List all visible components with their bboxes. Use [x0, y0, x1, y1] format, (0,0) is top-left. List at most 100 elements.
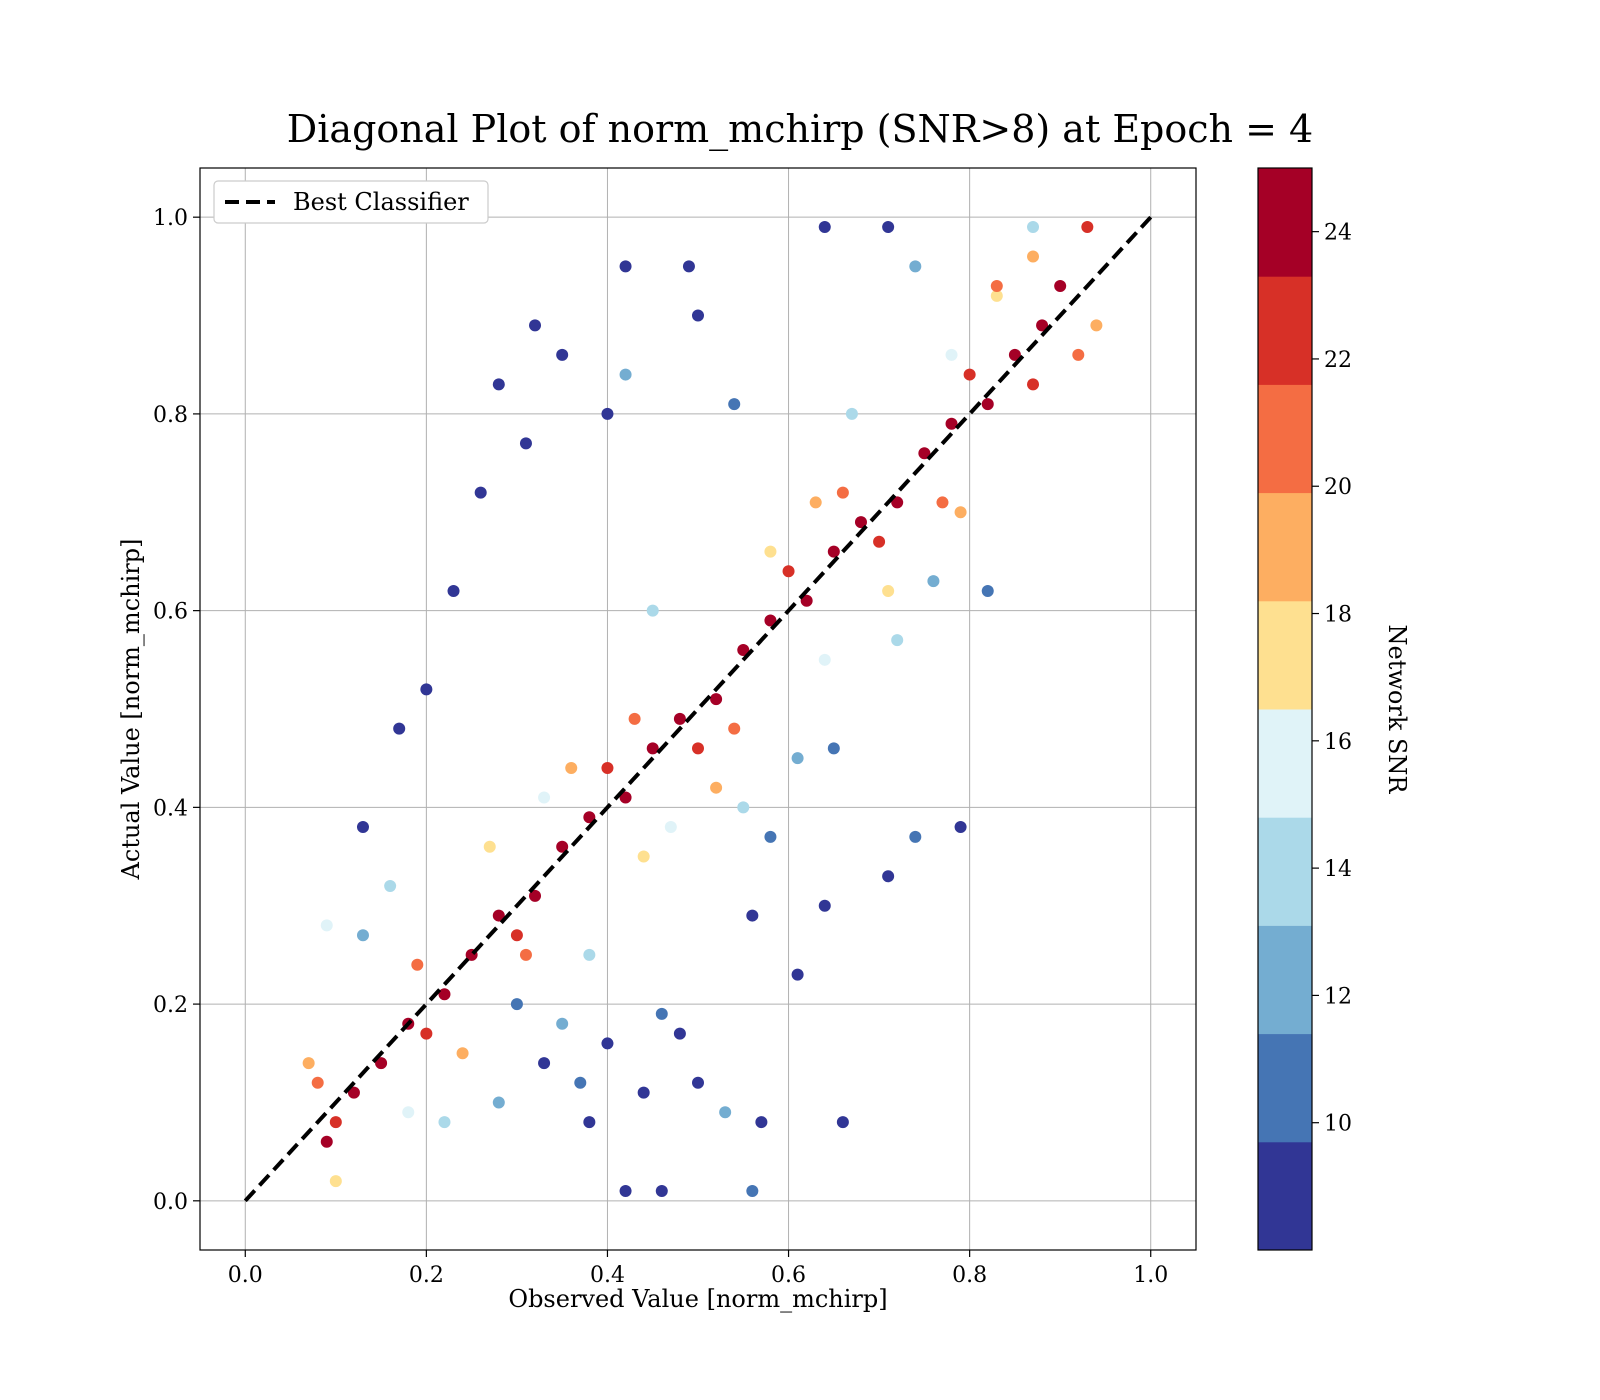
data-point [438, 988, 451, 1001]
data-point [891, 496, 904, 509]
data-point [981, 584, 994, 597]
data-point [619, 1184, 632, 1197]
colorbar-tick-label: 20 [1324, 475, 1352, 500]
colorbar-bin [1258, 492, 1312, 602]
y-tick-label: 0.0 [153, 1190, 188, 1215]
data-point [574, 1076, 587, 1089]
data-point [483, 840, 496, 853]
data-point [637, 1086, 650, 1099]
best-classifier-line [243, 215, 1153, 1203]
data-point [936, 496, 949, 509]
data-point [728, 722, 741, 735]
data-point [1090, 319, 1103, 332]
data-point [637, 850, 650, 863]
data-point [836, 486, 849, 499]
data-point [447, 584, 460, 597]
data-point [746, 1184, 759, 1197]
data-point [673, 1027, 686, 1040]
colorbar-bin [1258, 817, 1312, 926]
data-point [456, 1047, 469, 1060]
data-point [302, 1057, 315, 1070]
data-point [474, 486, 487, 499]
x-tick-label: 0.4 [590, 1263, 625, 1288]
data-point [420, 683, 433, 696]
data-point [692, 1076, 704, 1089]
data-point [619, 368, 632, 381]
grid-lines [200, 168, 1196, 1250]
data-point [682, 260, 695, 273]
data-point [1081, 221, 1094, 234]
legend-label: Best Classifier [293, 188, 469, 216]
data-point [375, 1057, 388, 1070]
data-point [990, 280, 1003, 293]
data-point [420, 1027, 433, 1040]
data-point [954, 821, 967, 834]
data-point [556, 840, 569, 853]
colorbar-tick-label: 18 [1324, 603, 1352, 628]
data-point [710, 781, 723, 794]
colorbar-frame [1257, 167, 1313, 1251]
data-point [927, 575, 940, 588]
x-axis-label: Observed Value [norm_mchirp] [508, 1285, 887, 1313]
data-point [619, 791, 632, 804]
colorbar-tick-label: 16 [1324, 730, 1352, 755]
y-tick-label: 0.2 [153, 993, 188, 1018]
data-point [990, 289, 1003, 302]
data-point [556, 348, 569, 361]
data-point [1054, 280, 1067, 293]
data-point [311, 1076, 324, 1089]
x-axis-ticks: 0.0 0.2 0.4 0.6 0.8 1.0 [228, 1250, 1168, 1288]
data-point [329, 1175, 342, 1188]
data-point [737, 643, 750, 656]
data-point [356, 821, 369, 834]
data-point [764, 614, 777, 627]
data-point [1072, 348, 1085, 361]
legend: Best Classifier [213, 180, 489, 224]
data-point [954, 506, 967, 519]
data-point [1027, 250, 1040, 263]
data-point [619, 260, 632, 273]
data-point [746, 909, 759, 922]
data-point [818, 899, 831, 912]
colorbar-bin [1258, 709, 1312, 818]
data-point [710, 693, 723, 706]
data-point [492, 378, 505, 391]
data-point [1027, 221, 1040, 234]
data-point [728, 398, 741, 411]
data-point [882, 221, 895, 234]
data-point [800, 594, 813, 607]
data-point [882, 870, 895, 883]
data-point [882, 584, 895, 597]
data-point [918, 447, 931, 460]
colorbar-label: Network SNR [1383, 625, 1411, 795]
data-point [402, 1106, 415, 1119]
y-tick-label: 0.6 [153, 600, 188, 625]
data-point [963, 368, 976, 381]
data-point [411, 958, 424, 971]
data-point [827, 545, 840, 558]
data-point [692, 309, 704, 322]
data-point [529, 889, 542, 902]
data-point [510, 998, 523, 1011]
x-tick-label: 1.0 [1133, 1263, 1168, 1288]
data-point [583, 811, 596, 824]
data-point [1008, 348, 1021, 361]
data-point [836, 1116, 849, 1129]
data-point [538, 1057, 551, 1070]
data-point [791, 968, 804, 981]
data-point [664, 821, 677, 834]
data-point [873, 535, 886, 548]
data-point [356, 929, 369, 942]
data-point [519, 437, 532, 450]
colorbar-bin [1258, 600, 1312, 710]
data-point [556, 1017, 569, 1030]
data-point [854, 516, 867, 529]
data-point [981, 398, 994, 411]
data-point [1036, 319, 1049, 332]
data-point [818, 221, 831, 234]
data-point [1027, 378, 1040, 391]
colorbar: 10 12 14 16 18 20 22 24 Network SNR [1257, 167, 1411, 1251]
x-tick-label: 0.0 [228, 1263, 263, 1288]
data-point [692, 742, 704, 755]
data-point [320, 1135, 333, 1148]
